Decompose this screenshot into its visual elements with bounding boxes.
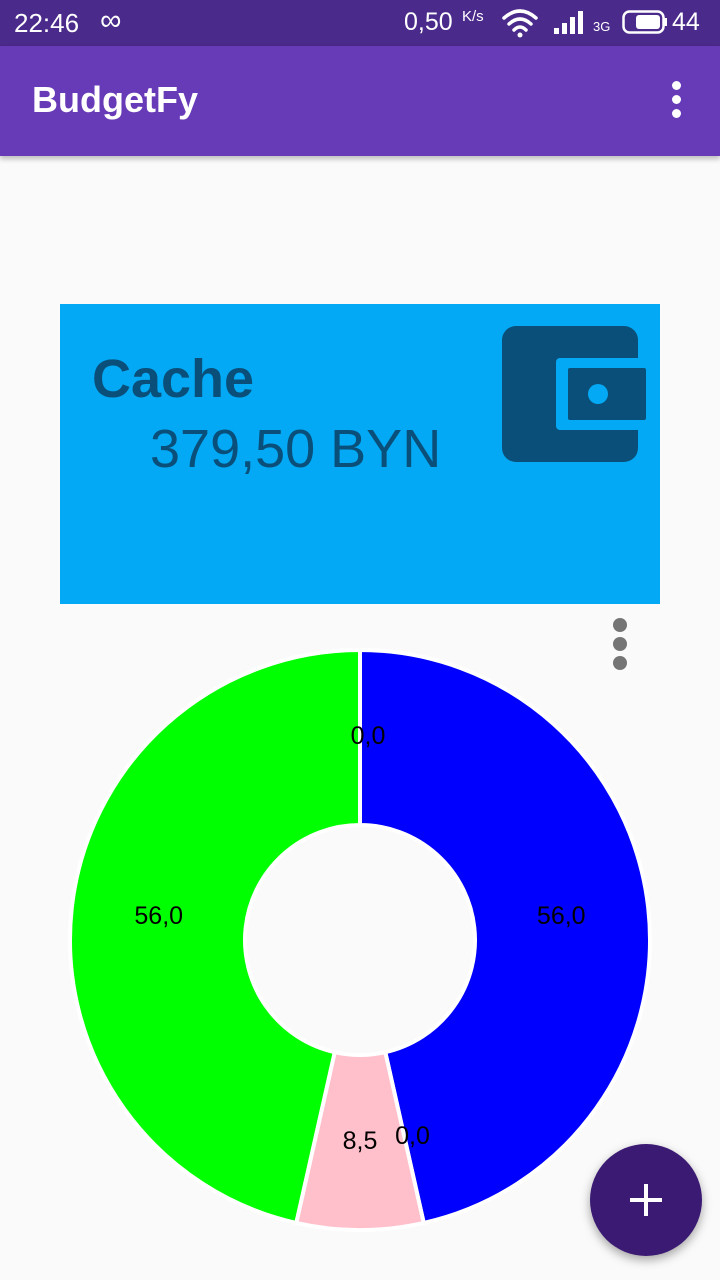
plus-icon bbox=[630, 1184, 662, 1216]
battery-icon bbox=[622, 10, 667, 34]
chart-slice-label-2: 8,5 bbox=[343, 1127, 378, 1155]
battery-level: 44 bbox=[672, 8, 700, 36]
chart-slice-label-3: 56,0 bbox=[134, 902, 183, 930]
network-speed: 0,50 bbox=[404, 8, 453, 36]
chart-slice-label-4: 0,0 bbox=[351, 722, 386, 750]
wifi-icon bbox=[502, 9, 538, 38]
infinity-icon: ∞ bbox=[100, 4, 122, 37]
chart-slice-0[interactable] bbox=[358, 647, 652, 1226]
app-title: BudgetFy bbox=[32, 79, 198, 120]
wallet-balance: 379,50 BYN bbox=[150, 419, 442, 479]
wallet-card[interactable]: Cache 379,50 BYN bbox=[60, 304, 660, 604]
chart-slice-3[interactable] bbox=[68, 647, 362, 1226]
chart-slice-label-0: 56,0 bbox=[537, 902, 586, 930]
network-speed-unit: K/s bbox=[462, 8, 484, 25]
status-time: 22:46 bbox=[14, 8, 80, 38]
chart-slice-label-1: 0,0 bbox=[395, 1122, 430, 1150]
signal-icon bbox=[554, 11, 583, 34]
status-bar: 22:46 ∞ 0,50 K/s 3G 44 bbox=[0, 0, 720, 46]
add-button[interactable] bbox=[590, 1144, 702, 1256]
wallet-icon bbox=[502, 326, 646, 462]
chart-more-vert-icon[interactable] bbox=[606, 614, 634, 674]
network-type: 3G bbox=[593, 19, 611, 34]
expense-donut-chart[interactable]: 56,0 0,0 8,5 56,0 0,0 bbox=[0, 640, 720, 1240]
more-vert-icon[interactable] bbox=[658, 79, 694, 119]
app-bar: BudgetFy bbox=[0, 46, 720, 156]
wallet-name: Cache bbox=[92, 349, 255, 409]
